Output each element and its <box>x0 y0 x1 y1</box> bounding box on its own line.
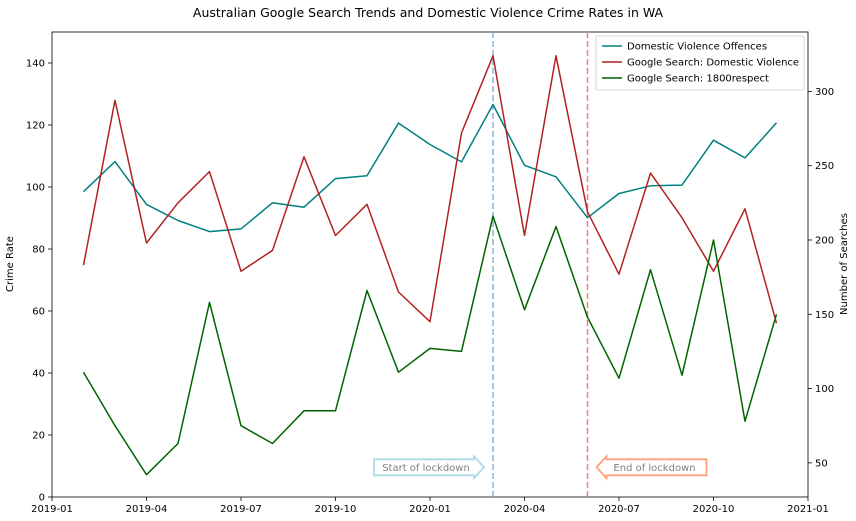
legend-label: Domestic Violence Offences <box>627 42 767 53</box>
y-left-tick-label: 60 <box>32 307 45 318</box>
legend-label: Google Search: Domestic Violence <box>627 58 799 69</box>
x-tick-label: 2019-10 <box>315 504 357 515</box>
series-line-3 <box>82 215 778 476</box>
x-tick-label: 2021-01 <box>787 504 829 515</box>
y-axis-right-label: Number of Searches <box>839 213 850 315</box>
x-tick-label: 2020-07 <box>598 504 640 515</box>
x-tick-label: 2019-07 <box>220 504 262 515</box>
end-lockdown-arrow <box>595 453 708 481</box>
y-left-tick-label: 120 <box>26 121 45 132</box>
y-right-tick-label: 300 <box>815 87 834 98</box>
x-tick-label: 2020-04 <box>504 504 546 515</box>
plot-frame <box>51 31 809 498</box>
series-line-2 <box>82 55 778 324</box>
y-left-tick-label: 80 <box>32 245 45 256</box>
y-right-tick-label: 100 <box>815 384 834 395</box>
x-tick-label: 2020-01 <box>409 504 451 515</box>
end-lockdown-label: End of lockdown <box>613 463 695 474</box>
x-axis: 2019-01 2019-04 2019-07 2019-10 2020-01 2020-… <box>31 497 829 515</box>
y-left-tick-label: 40 <box>32 369 45 380</box>
chart-title: Australian Google Search Trends and Dome… <box>193 5 664 20</box>
annotations: Start of lockdown End of lockdown <box>373 453 708 481</box>
y-left-tick-label: 140 <box>26 59 45 70</box>
y-left-tick-label: 20 <box>32 431 45 442</box>
lockdown-lines <box>492 32 589 497</box>
y-right-tick-label: 50 <box>815 458 828 469</box>
y-right-tick-label: 200 <box>815 235 834 246</box>
y-right-tick-label: 150 <box>815 310 834 321</box>
x-tick-label: 2019-04 <box>126 504 168 515</box>
y-left-tick-label: 0 <box>39 493 45 504</box>
y-axis-left-label: Crime Rate <box>5 236 16 292</box>
legend: Domestic Violence Offences Google Search:… <box>595 35 805 91</box>
plot-area <box>51 31 809 498</box>
legend-label: Google Search: 1800respect <box>627 74 769 85</box>
start-lockdown-arrow <box>373 453 486 481</box>
legend-box <box>595 35 805 91</box>
y-axis-left: 0 20 40 60 80 100 120 140 <box>26 59 52 504</box>
series-lines <box>82 55 778 476</box>
y-left-tick-label: 100 <box>26 183 45 194</box>
y-axis-right: 50 100 150 200 250 300 <box>808 87 834 469</box>
series-line-1 <box>82 103 778 233</box>
x-tick-label: 2020-10 <box>693 504 735 515</box>
x-tick-label: 2019-01 <box>31 504 73 515</box>
start-lockdown-label: Start of lockdown <box>382 463 470 474</box>
y-right-tick-label: 250 <box>815 161 834 172</box>
